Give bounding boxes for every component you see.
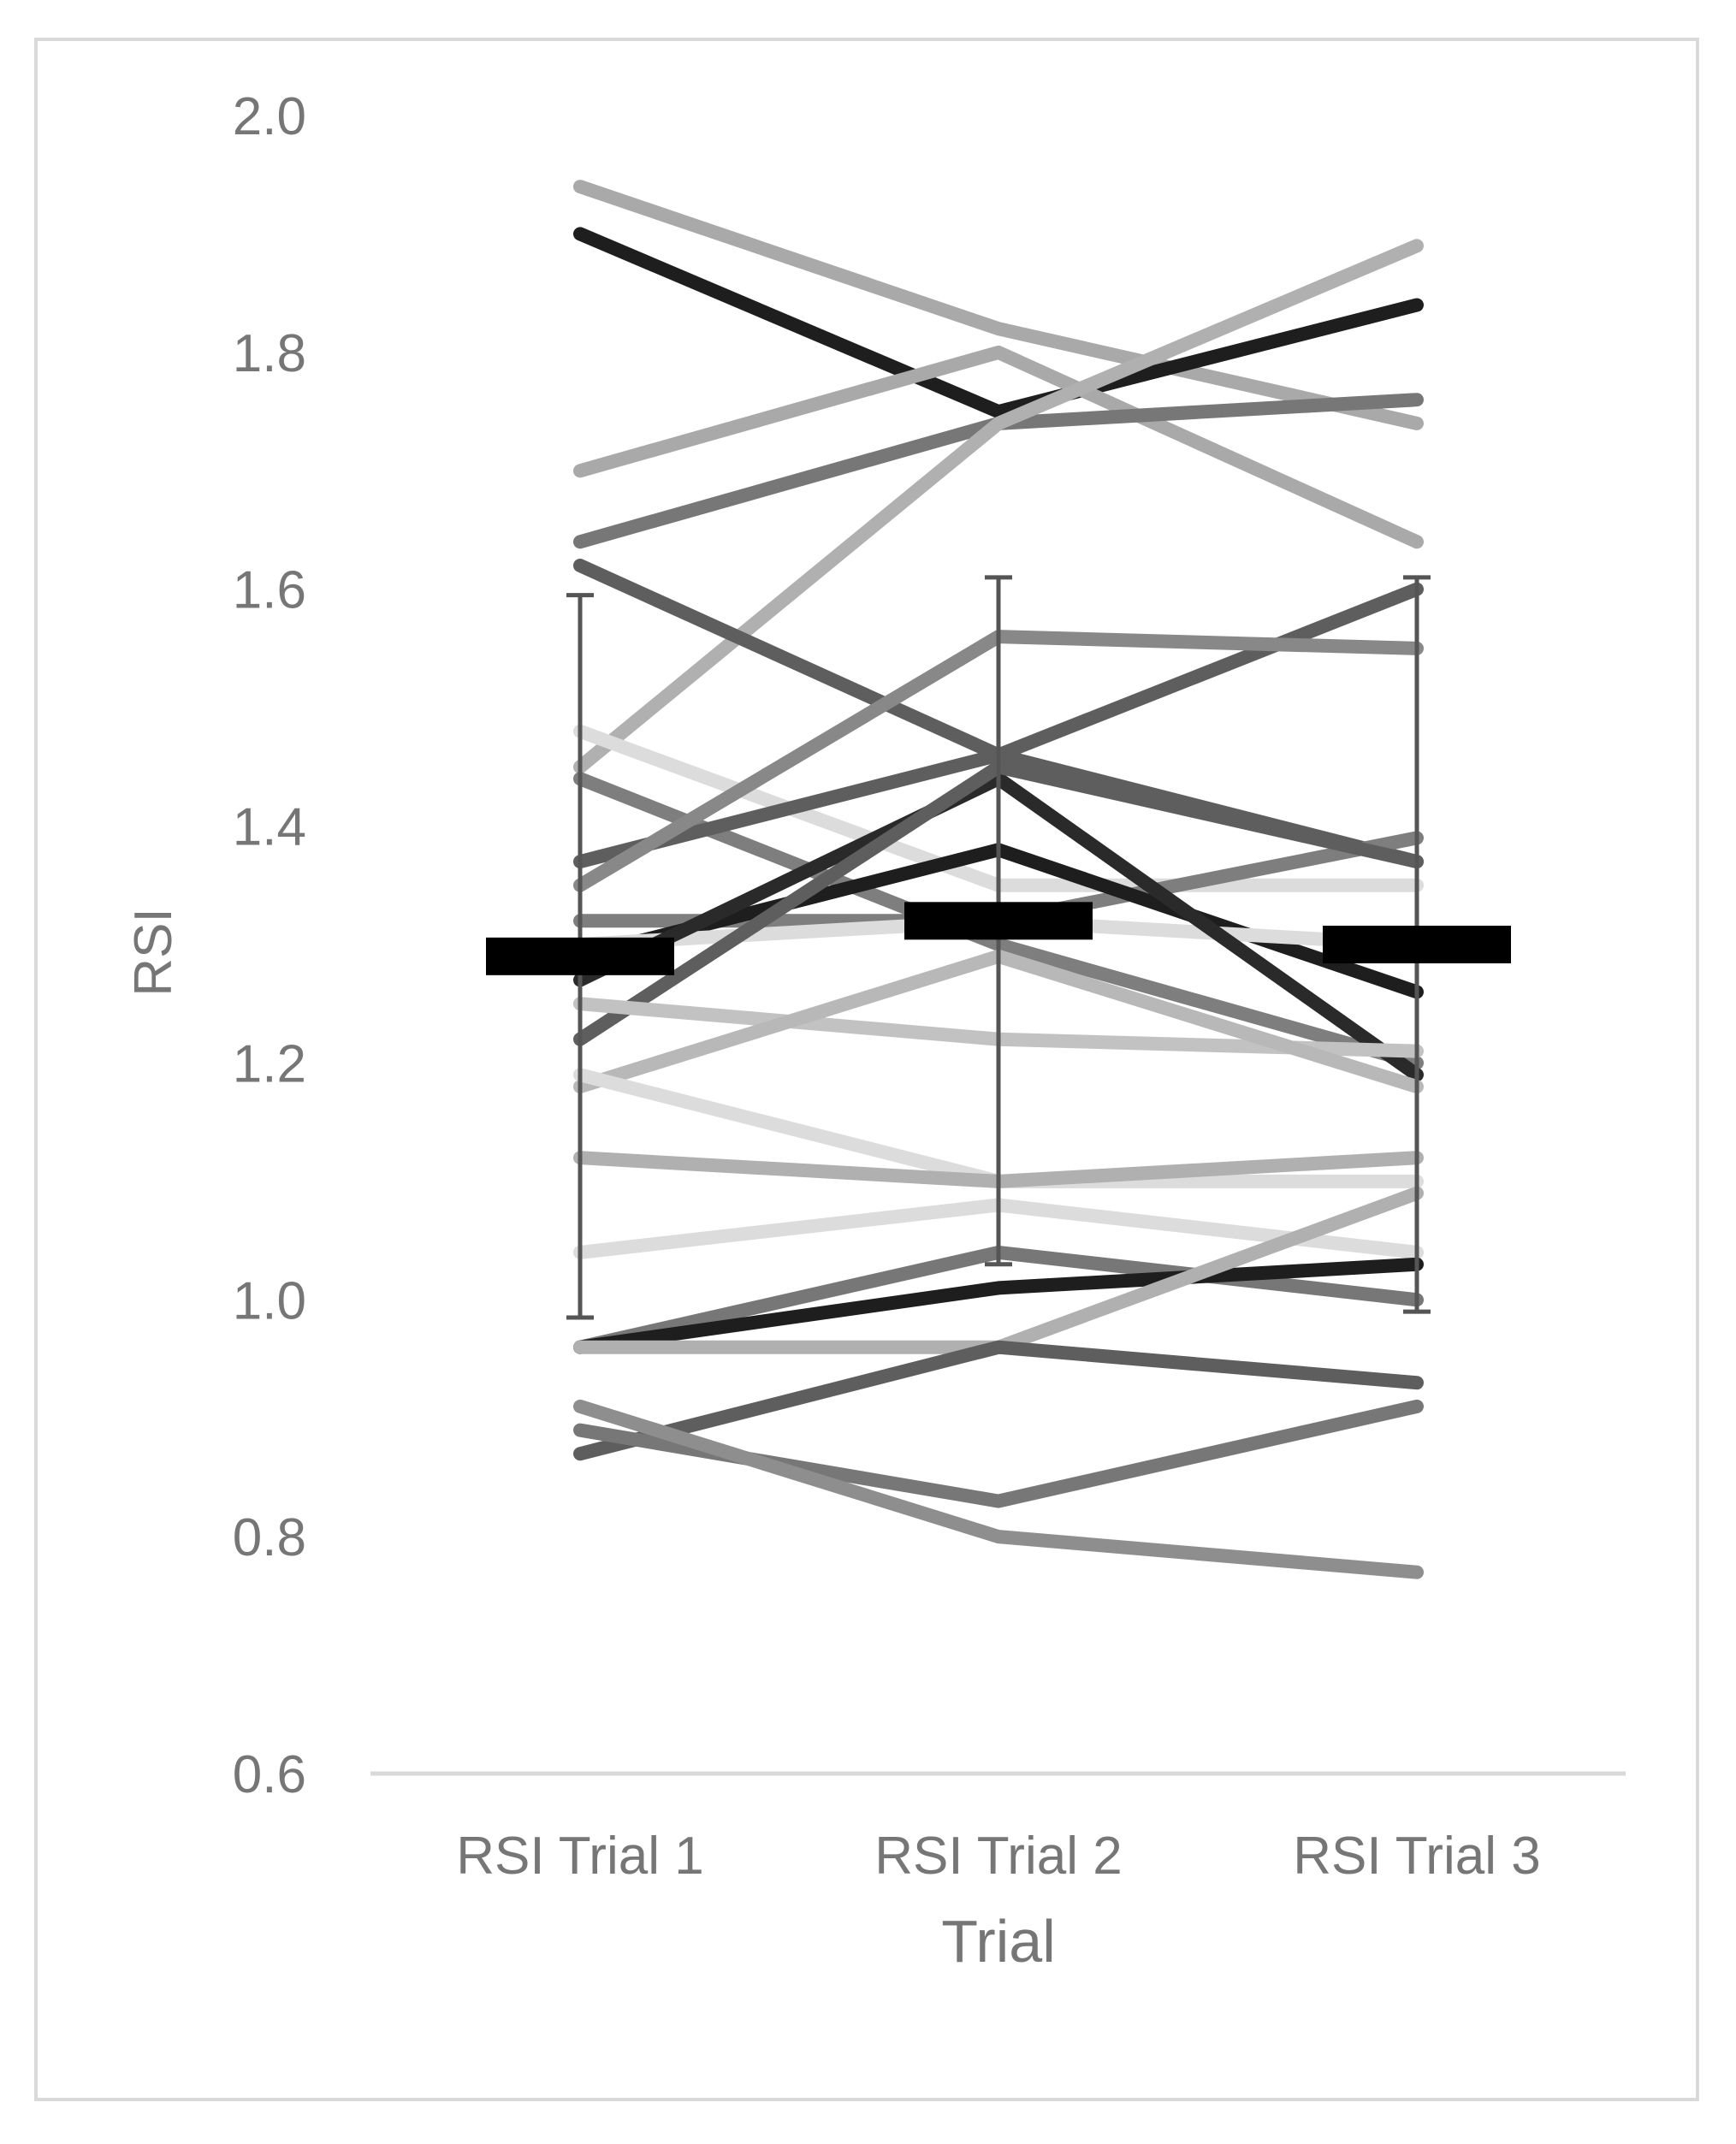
y-tick-label: 0.6 — [233, 1745, 306, 1804]
series-line-24 — [573, 1340, 1424, 1461]
y-tick-label: 1.0 — [233, 1271, 306, 1330]
x-tick-label: RSI Trial 3 — [1293, 1827, 1540, 1886]
series-line-2 — [573, 227, 1424, 419]
y-tick-label: 1.4 — [233, 798, 306, 857]
y-tick-label: 1.2 — [233, 1034, 306, 1093]
y-tick-label: 0.8 — [233, 1508, 306, 1567]
mean-markers — [486, 902, 1511, 975]
series-line-5 — [573, 239, 1424, 774]
y-axis-ticks: 0.6 0.8 1.0 1.2 1.4 1.6 1.8 2.0 — [233, 87, 306, 1804]
y-tick-label: 1.8 — [233, 324, 306, 383]
y-axis-label: RSI — [124, 908, 183, 996]
series-line-26 — [573, 1399, 1424, 1579]
series-line-3 — [573, 345, 1424, 549]
series-line-22 — [573, 1257, 1424, 1354]
x-tick-label: RSI Trial 1 — [456, 1827, 703, 1886]
y-tick-label: 1.6 — [233, 561, 306, 620]
x-axis-label: Trial — [941, 1908, 1056, 1975]
chart-frame — [34, 38, 1699, 2101]
x-axis-ticks: RSI Trial 1 RSI Trial 2 RSI Trial 3 — [456, 1827, 1540, 1886]
series-line-1 — [573, 180, 1424, 430]
mean-marker-3 — [1323, 926, 1511, 963]
mean-marker-1 — [486, 937, 674, 975]
x-tick-label: RSI Trial 2 — [874, 1827, 1122, 1886]
y-tick-label: 2.0 — [233, 87, 306, 146]
mean-marker-2 — [904, 902, 1093, 940]
